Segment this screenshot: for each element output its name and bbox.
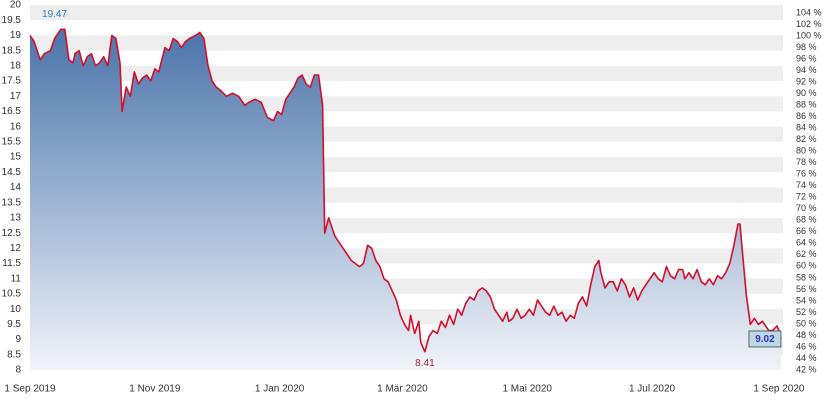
y2-tick-label: 100 % [796, 30, 822, 40]
y2-tick-label: 48 % [796, 330, 817, 340]
y-tick-label: 18 [10, 60, 22, 71]
y-tick-label: 8 [15, 365, 21, 376]
y2-tick-label: 92 % [796, 77, 817, 87]
price-line [29, 28, 782, 353]
y2-tick-label: 74 % [796, 180, 817, 190]
y2-tick-label: 52 % [796, 307, 817, 317]
y2-tick-label: 62 % [796, 249, 817, 259]
y-tick-label: 18.5 [2, 45, 22, 56]
y-tick-label: 12.5 [2, 228, 22, 239]
y2-tick-label: 70 % [796, 203, 817, 213]
y-tick-label: 17 [10, 91, 22, 102]
y2-tick-label: 64 % [796, 238, 817, 248]
y2-tick-label: 98 % [796, 42, 817, 52]
y-tick-label: 13 [10, 213, 22, 224]
area [30, 29, 781, 371]
y2-tick-label: 58 % [796, 272, 817, 282]
x-tick-label: 1 Jan 2020 [255, 384, 305, 395]
y2-tick-label: 104 % [796, 7, 822, 17]
y-tick-label: 8.5 [7, 349, 21, 360]
y-tick-label: 11.5 [2, 258, 21, 269]
high-label: 19.47 [42, 9, 67, 20]
y2-tick-label: 46 % [796, 341, 817, 351]
y-tick-label: 9 [15, 334, 21, 345]
last-value-box [748, 330, 782, 348]
y2-tick-label: 60 % [796, 261, 817, 271]
last-value-label: 9.02 [755, 334, 775, 345]
y2-tick-label: 54 % [796, 295, 817, 305]
y2-tick-label: 66 % [796, 226, 817, 236]
x-tick-label: 1 Sep 2019 [4, 384, 56, 395]
y2-tick-label: 94 % [796, 65, 817, 75]
grid-band [30, 20, 783, 36]
y-tick-label: 9.5 [7, 319, 21, 330]
y2-tick-label: 68 % [796, 215, 817, 225]
grid-band [30, 5, 783, 21]
y-tick-label: 17.5 [2, 76, 22, 87]
y2-tick-label: 76 % [796, 169, 817, 179]
y2-tick-label: 56 % [796, 284, 817, 294]
y-tick-label: 14 [10, 182, 22, 193]
y-tick-label: 15.5 [2, 137, 22, 148]
grid-band [30, 35, 783, 51]
y-tick-label: 16 [10, 121, 22, 132]
x-tick-label: 1 Mär 2020 [377, 384, 428, 395]
y-tick-label: 12 [10, 243, 22, 254]
y-tick-label: 10.5 [2, 289, 22, 300]
x-tick-label: 1 Sep 2020 [753, 384, 805, 395]
y2-tick-label: 78 % [796, 157, 817, 167]
x-tick-label: 1 Mai 2020 [502, 384, 552, 395]
y2-tick-label: 44 % [796, 353, 817, 363]
y2-tick-label: 72 % [796, 192, 817, 202]
y-tick-label: 15 [10, 152, 22, 163]
low-label: 8.41 [415, 358, 435, 369]
y-tick-label: 19.5 [2, 15, 22, 26]
y2-tick-label: 82 % [796, 134, 817, 144]
y-tick-label: 20 [10, 0, 22, 11]
y2-tick-label: 88 % [796, 100, 817, 110]
y2-tick-label: 102 % [796, 19, 822, 29]
y-tick-label: 14.5 [2, 167, 22, 178]
y-tick-label: 11 [11, 273, 22, 284]
grid-band [30, 65, 783, 82]
x-tick-label: 1 Nov 2019 [129, 384, 181, 395]
y2-tick-label: 84 % [796, 123, 817, 133]
y-tick-label: 13.5 [2, 197, 22, 208]
y2-tick-label: 80 % [796, 146, 817, 156]
x-tick-label: 1 Jul 2020 [629, 384, 676, 395]
y-tick-label: 10 [10, 304, 22, 315]
y-tick-label: 19 [10, 30, 22, 41]
y2-tick-label: 86 % [796, 111, 817, 121]
y2-tick-label: 90 % [796, 88, 817, 98]
y-tick-label: 16.5 [2, 106, 22, 117]
y2-tick-label: 96 % [796, 53, 817, 63]
grid-band [30, 50, 783, 66]
y2-tick-label: 50 % [796, 318, 817, 328]
y2-tick-label: 42 % [796, 364, 817, 374]
